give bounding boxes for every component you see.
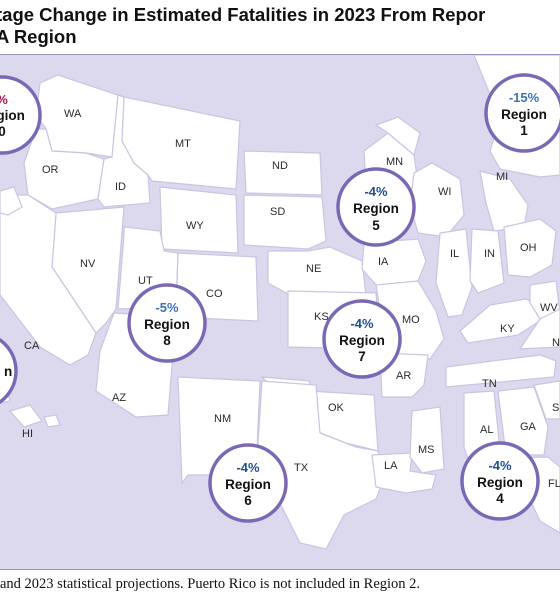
region-7-name: Region [339,333,385,348]
region-8-name: Region [144,317,190,332]
region-10-name: Region [0,108,25,123]
region-6-pct: -4% [236,460,260,475]
state-nd [243,150,323,196]
state-hi-island-1 [8,404,43,428]
us-region-map: WA OR ID MT WY ND SD NE KS CO UT NV CA A… [0,54,560,570]
state-ca [0,194,97,366]
region-5-badge: -4% Region 5 [336,167,416,247]
label-wi: WI [438,186,451,198]
chart-title: tage Change in Estimated Fatalities in 2… [0,4,560,48]
label-az: AZ [112,392,126,404]
state-tn [445,354,557,388]
region-1-name: Region [501,107,547,122]
label-wy: WY [186,220,204,232]
state-ms [409,406,445,474]
state-wi [409,162,465,238]
label-mn: MN [386,156,403,168]
footnote: and 2023 statistical projections. Puerto… [0,576,421,592]
map-canvas: WA OR ID MT WY ND SD NE KS CO UT NV CA A… [0,55,560,550]
region-4-pct: -4% [488,458,512,473]
region-5-name: Region [353,201,399,216]
region-10-num: 0 [0,124,6,139]
label-tx: TX [294,462,309,474]
region-10-badge: % Region 0 [0,75,42,155]
state-hi-island-2 [43,414,61,428]
region-4-badge: -4% Region 4 [460,441,540,521]
label-ia: IA [378,256,389,268]
state-va [518,308,560,350]
label-in: IN [484,248,495,260]
label-mo: MO [402,314,420,326]
label-ms: MS [418,444,435,456]
label-s: S [552,402,559,414]
region-5-num: 5 [372,218,380,233]
label-ut: UT [138,275,153,287]
state-sc [533,380,560,420]
label-ks: KS [314,311,329,323]
region-7-num: 7 [358,349,366,364]
region-1-num: 1 [520,123,528,138]
label-fl: FL [548,478,560,490]
label-il: IL [450,248,459,260]
title-line-2: A Region [0,26,77,47]
region-1-pct: -15% [509,90,540,105]
label-nv: NV [80,258,96,270]
label-sd: SD [270,206,285,218]
region-1-badge: -15% Region 1 [484,73,560,153]
label-wa: WA [64,108,82,120]
label-al: AL [480,424,493,436]
label-ca: CA [24,340,40,352]
label-ga: GA [520,421,537,433]
state-mt [121,96,241,190]
region-6-name: Region [225,477,271,492]
region-9-badge: n [0,337,18,405]
region-4-num: 4 [496,491,504,506]
state-wy [159,186,239,254]
region-10-pct: % [0,92,8,107]
label-ne: NE [306,263,321,275]
state-il [435,228,473,318]
label-la: LA [384,460,398,472]
label-ok: OK [328,402,345,414]
label-id: ID [115,181,126,193]
region-6-badge: -4% Region 6 [208,443,288,523]
label-ky: KY [500,323,515,335]
state-oh [503,218,557,278]
label-co: CO [206,288,223,300]
label-mt: MT [175,138,191,150]
label-mi: MI [496,171,508,183]
label-hi: HI [22,428,33,440]
region-8-pct: -5% [155,300,179,315]
state-in [469,228,505,294]
title-line-1: tage Change in Estimated Fatalities in 2… [0,4,486,25]
region-6-num: 6 [244,493,252,508]
state-sd [243,194,327,250]
region-5-pct: -4% [364,184,388,199]
region-8-num: 8 [163,333,171,348]
label-or: OR [42,164,59,176]
label-ar: AR [396,370,411,382]
state-ak-fragment [0,186,23,216]
label-nm: NM [214,413,231,425]
region-9-name: n [4,364,12,379]
label-oh: OH [520,242,537,254]
region-8-badge: -5% Region 8 [127,283,207,363]
label-n: N [552,337,560,349]
region-7-pct: -4% [350,316,374,331]
label-nd: ND [272,160,288,172]
label-wv: WV [540,302,558,314]
state-ne [267,246,367,296]
state-mn-top [374,116,421,157]
region-4-name: Region [477,475,523,490]
region-7-badge: -4% Region 7 [322,299,402,379]
label-tn: TN [482,378,497,390]
